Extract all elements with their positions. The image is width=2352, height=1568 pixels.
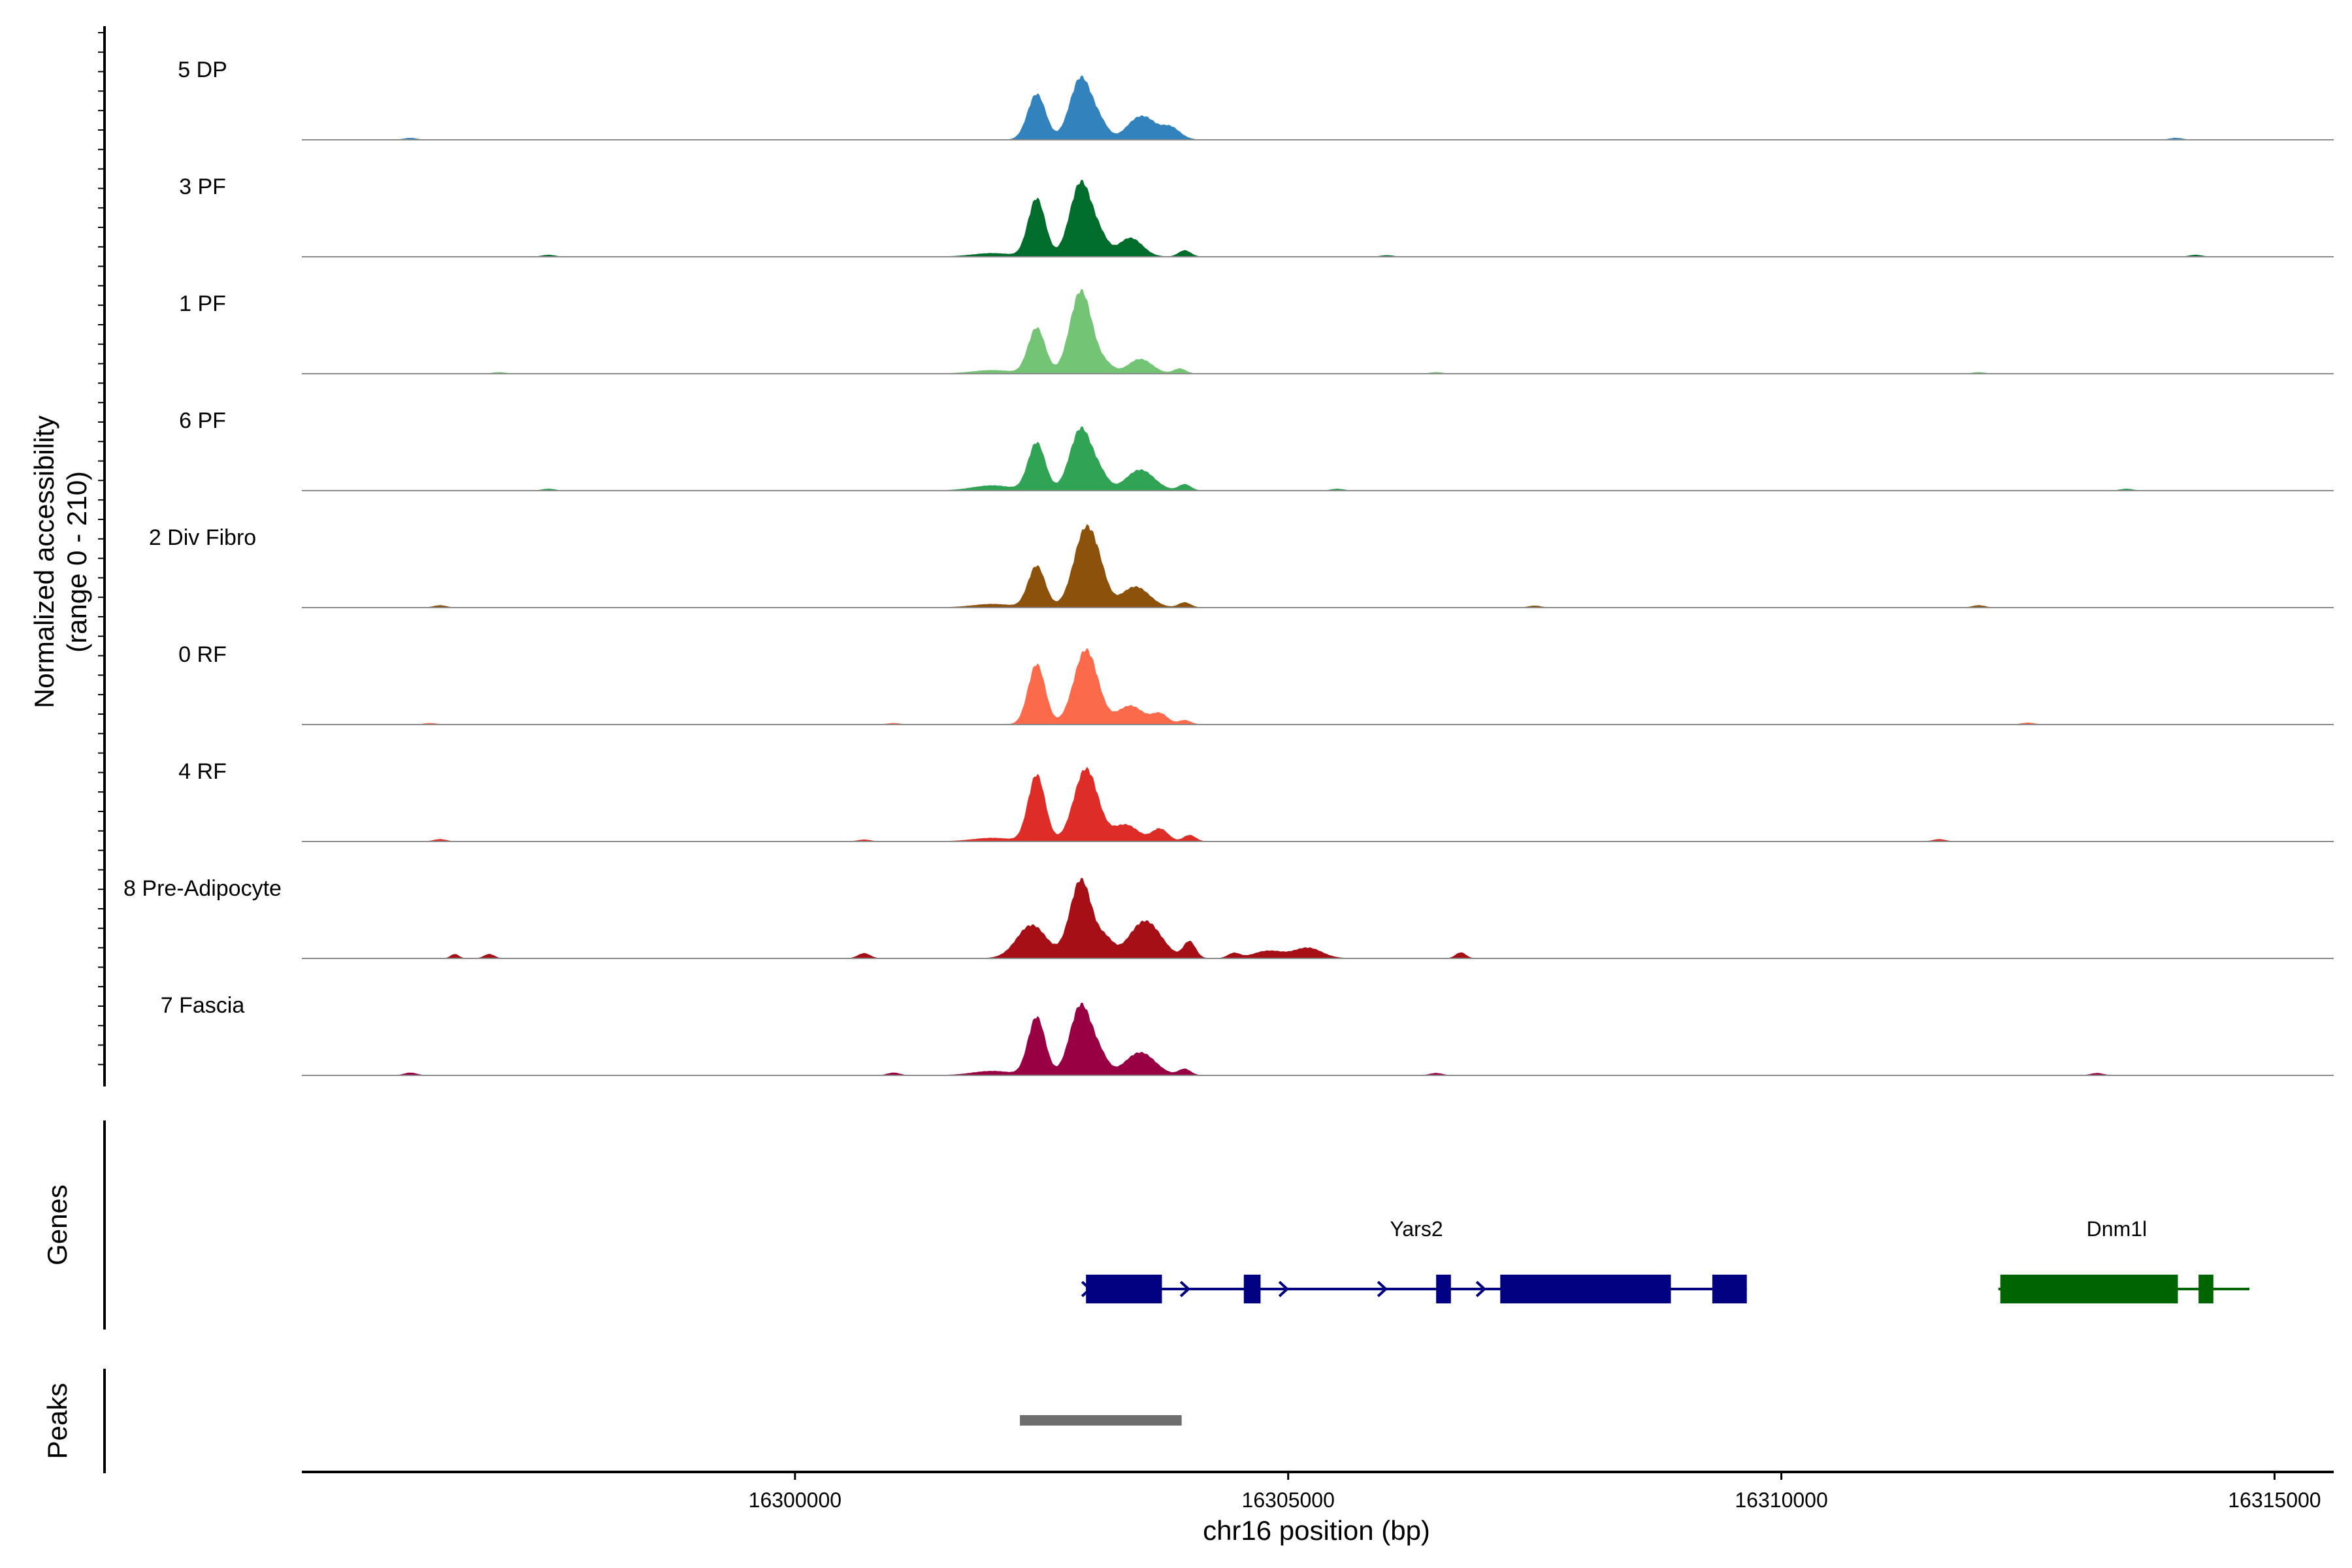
coverage-area <box>302 289 2334 374</box>
x-axis-title: chr16 position (bp) <box>1203 1515 1430 1546</box>
x-tick-label: 16315000 <box>2228 1488 2321 1512</box>
coverage-area <box>302 766 2334 842</box>
gene-label: Dnm1l <box>2087 1217 2147 1241</box>
x-tick-label: 16310000 <box>1735 1488 1827 1512</box>
coverage-area <box>302 877 2334 959</box>
gene-exon <box>2198 1275 2213 1303</box>
track-label: 0 RF <box>178 642 227 667</box>
strand-arrow <box>1475 1281 1487 1298</box>
track-label: 6 PF <box>179 408 226 433</box>
coverage-area <box>302 426 2334 491</box>
track-6-pf: 6 PF <box>179 408 2334 491</box>
track-3-pf: 3 PF <box>179 174 2334 257</box>
genes-axis-title: Genes <box>42 1184 73 1266</box>
x-tick-label: 16305000 <box>1242 1488 1335 1512</box>
x-axis: 16300000 16305000 16310000 16315000 <box>302 1471 2334 1512</box>
coverage-tracks: 5 DP 3 PF 1 PF 6 PF 2 Div Fibro 0 RF 4 RF 8 Pre… <box>123 57 2334 1076</box>
strand-arrow <box>1081 1281 1092 1298</box>
track-2-div-fibro: 2 Div Fibro <box>149 524 2334 608</box>
track-1-pf: 1 PF <box>179 289 2334 374</box>
strand-arrow <box>1179 1281 1191 1298</box>
peak-track <box>1020 1415 1182 1426</box>
gene-yars2: Yars2 <box>1081 1217 1747 1303</box>
track-label: 5 DP <box>178 57 227 82</box>
track-0-rf: 0 RF <box>178 642 2334 725</box>
gene-exon <box>1712 1275 1747 1303</box>
gene-track: Yars2 Dnm1l <box>1081 1217 2250 1303</box>
track-label: 2 Div Fibro <box>149 525 256 550</box>
coverage-area <box>302 647 2334 725</box>
gene-exon <box>1243 1275 1261 1303</box>
track-4-rf: 4 RF <box>178 759 2334 842</box>
track-5-dp: 5 DP <box>178 57 2334 140</box>
strand-arrow <box>1278 1281 1290 1298</box>
gene-label: Yars2 <box>1390 1217 1443 1241</box>
gene-dnm1l: Dnm1l <box>1998 1217 2250 1303</box>
track-7-fascia: 7 Fascia <box>161 993 2334 1076</box>
coverage-area <box>302 75 2334 140</box>
track-label: 1 PF <box>179 291 226 316</box>
peak-region <box>1020 1415 1182 1426</box>
x-tick-label: 16300000 <box>749 1488 841 1512</box>
peaks-axis-title: Peaks <box>42 1383 73 1460</box>
track-8-pre-adipocyte: 8 Pre-Adipocyte <box>123 876 2334 959</box>
gene-exon <box>1086 1275 1162 1303</box>
gene-exon <box>1436 1275 1451 1303</box>
track-label: 7 Fascia <box>161 993 245 1018</box>
track-label: 4 RF <box>178 759 227 784</box>
strand-arrow <box>1377 1281 1388 1298</box>
y-axis-title-line2: (range 0 - 210) <box>61 471 92 653</box>
gene-exon <box>1500 1275 1671 1303</box>
gene-exon <box>2000 1275 2178 1303</box>
track-label: 8 Pre-Adipocyte <box>123 876 282 901</box>
coverage-area <box>302 180 2334 257</box>
accessibility-y-axis <box>98 26 106 1086</box>
coverage-area <box>302 1002 2334 1076</box>
track-label: 3 PF <box>179 174 226 199</box>
y-axis-title-line1: Normalized accessibility <box>29 416 59 708</box>
coverage-area <box>302 524 2334 608</box>
